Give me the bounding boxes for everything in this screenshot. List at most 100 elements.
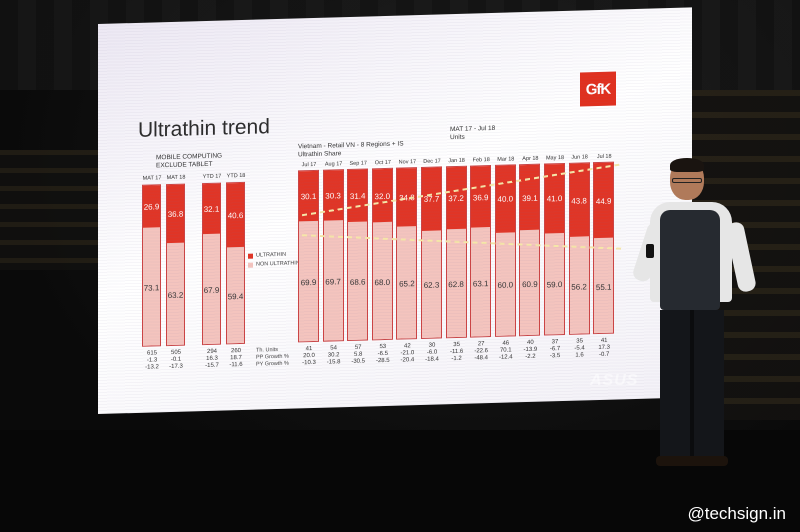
left-bar-2-non-ultrathin [203, 233, 220, 345]
presenter-glasses [672, 178, 702, 183]
month-bar-2-ultrathin-value: 31.4 [349, 191, 366, 201]
month-bar-11-non-ultrathin [569, 236, 589, 334]
month-footer-values: 40 -13.9 -2.2 [523, 339, 538, 361]
month-bar-5-ultrathin [422, 167, 441, 233]
month-bar-4: 34.8 65.2 [396, 167, 418, 340]
month-bar-3-ultrathin [372, 168, 392, 225]
month-bar-7-non-ultrathin-value: 63.1 [472, 278, 489, 289]
left-footer-values: 615 -1.3 -13.2 [145, 350, 159, 371]
month-bar-5-non-ultrathin-value: 62.3 [423, 280, 440, 291]
month-bar-1-ultrathin-value: 30.3 [325, 191, 341, 201]
left-bar-3: 40.6 59.4 [226, 181, 245, 345]
watermark-text: @techsign.in [687, 504, 786, 523]
month-footer-values: 30 -6.0 -18.4 [425, 342, 439, 363]
month-bar-1: 30.3 69.7 [322, 169, 344, 342]
month-bar-9-ultrathin [520, 164, 540, 233]
month-label: Dec 17 [423, 158, 441, 165]
left-group-label: YTD 18 [226, 172, 246, 180]
legend-ultrathin-label: ULTRATHIN [256, 251, 287, 259]
month-bar-7-non-ultrathin [471, 227, 491, 337]
month-bar-3: 32.0 68.0 [371, 167, 393, 341]
month-bar-2-non-ultrathin [348, 221, 368, 341]
month-bar-10-ultrathin [545, 163, 564, 236]
presenter-pants [660, 310, 724, 460]
legend-ultrathin-swatch [248, 253, 253, 259]
month-bar-12-ultrathin [594, 162, 614, 241]
month-footer-values: 35 -5.4 1.6 [574, 338, 585, 359]
month-footer-values: 35 -11.6 -1.2 [449, 341, 464, 363]
row-label: Th. Units [256, 346, 279, 354]
month-bar-7: 36.9 63.1 [470, 165, 492, 338]
month-bar-6-non-ultrathin [446, 228, 466, 338]
month-bar-4-ultrathin [397, 168, 417, 229]
legend-non-ultrathin-swatch [248, 262, 253, 268]
month-bar-12-non-ultrathin-value: 55.1 [595, 282, 612, 292]
gfk-logo: GfK [580, 71, 616, 107]
left-heading-line-2: EXCLUDE TABLET [156, 160, 213, 170]
month-footer-values: 42 -21.0 -20.4 [400, 343, 415, 364]
month-label: Oct 17 [374, 159, 391, 167]
projection-screen: GfK Ultrathin trend MOBILE COMPUTING EXCL… [98, 7, 692, 414]
month-label: Aug 17 [324, 161, 343, 168]
presenter-hair [670, 158, 704, 172]
trend-arrow-non-ultrathin [301, 234, 624, 250]
month-footer-values: 41 17.3 -0.7 [598, 337, 611, 359]
left-footer-values: 260 18.7 -11.6 [229, 348, 243, 369]
month-bar-6-non-ultrathin-value: 62.8 [448, 279, 464, 290]
presenter-shoes [656, 456, 728, 466]
month-bar-3-non-ultrathin [372, 221, 392, 340]
month-bar-2: 31.4 68.6 [347, 168, 369, 342]
phone-in-hand [646, 244, 654, 258]
month-bar-12-ultrathin-value: 44.9 [595, 196, 612, 206]
left-group-label: MAT 18 [166, 174, 186, 182]
month-bar-6-ultrathin [446, 166, 466, 232]
month-label: May 18 [545, 154, 565, 162]
left-bar-0: 26.9 73.1 [142, 184, 161, 347]
month-bar-11: 43.8 56.2 [568, 162, 590, 335]
month-footer-values: 46 70.1 -12.4 [498, 340, 513, 361]
left-bar-3-non-ultrathin-value: 59.4 [227, 291, 244, 302]
left-bar-1: 36.8 63.2 [166, 183, 185, 347]
month-footer-values: 27 -22.6 -48.4 [474, 341, 489, 362]
left-bar-3-non-ultrathin [227, 246, 244, 344]
row-label: PP Growth % [256, 353, 289, 361]
month-label: Jan 18 [448, 157, 465, 165]
month-bar-9-ultrathin-value: 39.1 [522, 193, 538, 203]
left-bar-2-ultrathin-value: 32.1 [203, 204, 220, 215]
month-bar-2-non-ultrathin-value: 68.6 [349, 277, 366, 287]
month-bar-7-ultrathin [471, 166, 491, 231]
left-bar-2-non-ultrathin-value: 67.9 [203, 285, 220, 296]
month-bar-10: 41.0 59.0 [544, 162, 565, 336]
month-bar-9: 39.1 60.9 [519, 163, 541, 337]
month-footer-values: 41 20.0 -10.3 [302, 346, 316, 367]
left-group-label: YTD 17 [202, 173, 222, 181]
month-bar-9-non-ultrathin [520, 229, 540, 336]
month-label: Mar 18 [497, 156, 515, 163]
month-bar-5: 37.7 62.3 [421, 166, 442, 339]
month-bar-6-ultrathin-value: 37.2 [448, 193, 464, 204]
asus-backdrop-logo: ASUS [590, 372, 639, 389]
month-bar-6: 37.2 62.8 [445, 165, 467, 339]
left-group-label: MAT 17 [142, 175, 162, 182]
left-bar-0-ultrathin [143, 185, 160, 230]
right-subheading: Ultrathin Share [298, 150, 342, 159]
month-bar-11-ultrathin [569, 163, 589, 240]
right-top-subheading: Units [450, 133, 465, 142]
month-bar-4-non-ultrathin [397, 225, 417, 339]
left-bar-2-ultrathin [203, 183, 220, 237]
left-bar-2: 32.1 67.9 [202, 182, 221, 346]
month-bar-0-non-ultrathin-value: 69.9 [300, 277, 317, 288]
left-heading-line-1: MOBILE COMPUTING [156, 152, 223, 162]
left-bar-0-non-ultrathin [143, 226, 160, 346]
month-label: Feb 18 [472, 157, 490, 164]
month-label: Nov 17 [398, 159, 417, 166]
right-heading: Vietnam - Retail VN - 8 Regions + IS [298, 140, 404, 151]
left-bar-0-non-ultrathin-value: 73.1 [143, 283, 160, 293]
left-bar-0-ultrathin-value: 26.9 [143, 202, 160, 212]
month-bar-0-ultrathin-value: 30.1 [300, 191, 317, 202]
month-bar-1-ultrathin [323, 170, 343, 223]
legend-non-ultrathin-label: NON ULTRATHIN [256, 260, 300, 268]
month-bar-4-non-ultrathin-value: 65.2 [399, 279, 415, 289]
left-bar-3-ultrathin-value: 40.6 [227, 210, 244, 221]
presenter [631, 158, 758, 470]
